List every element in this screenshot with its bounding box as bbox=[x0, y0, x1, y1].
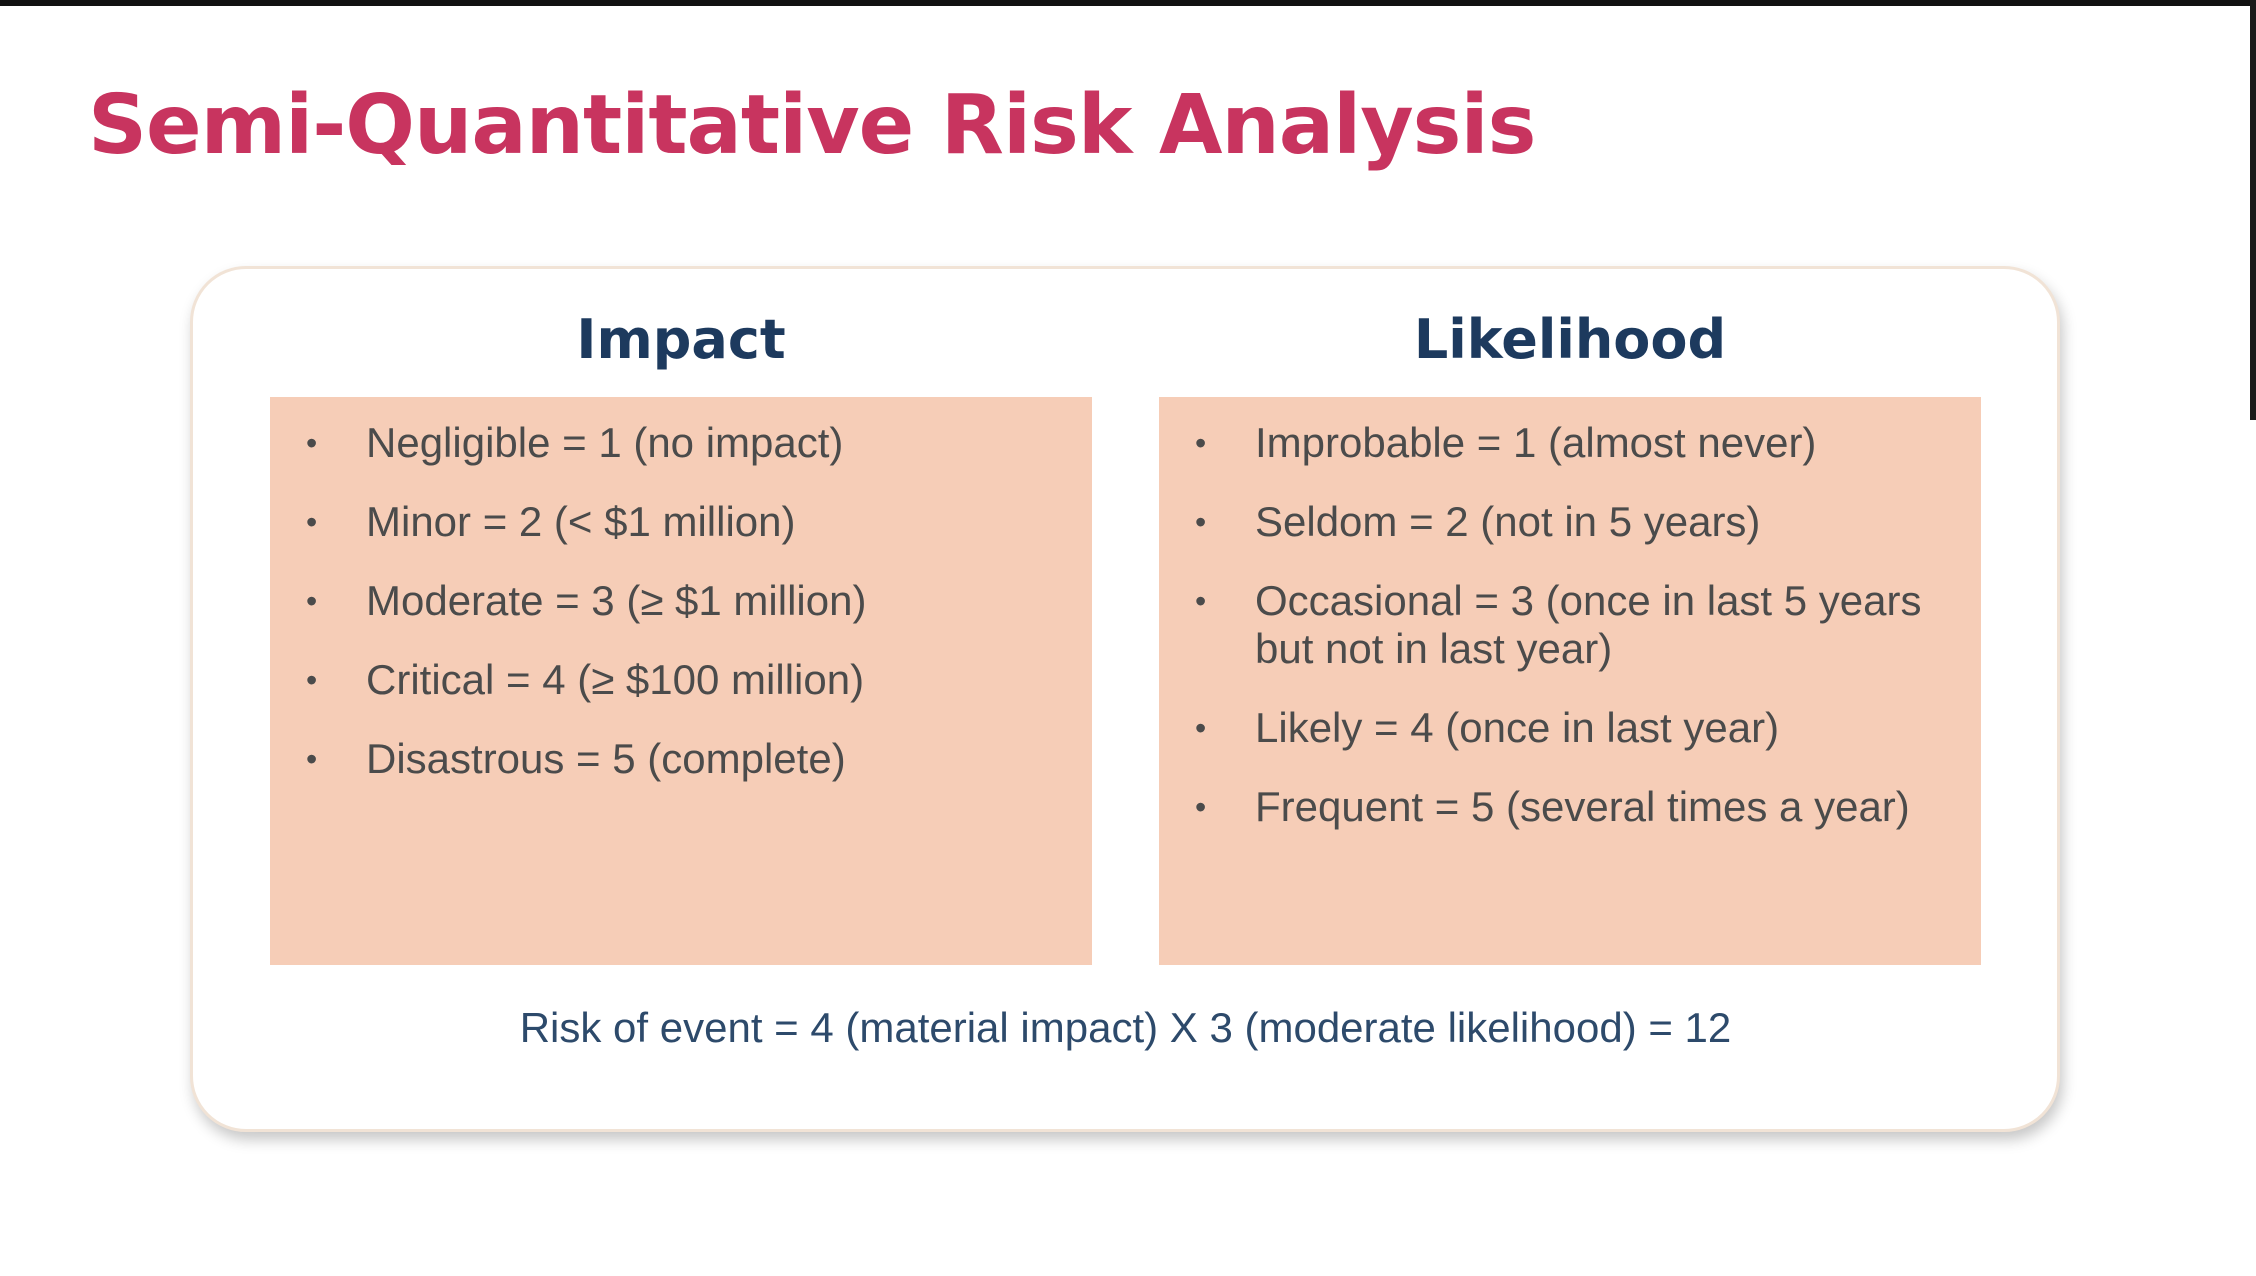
bullet-icon: • bbox=[306, 504, 318, 540]
bullet-icon: • bbox=[306, 425, 318, 461]
impact-item-negligible: • Negligible = 1 (no impact) bbox=[270, 419, 1062, 467]
impact-item-text: Minor = 2 (< $1 million) bbox=[366, 498, 796, 545]
bullet-icon: • bbox=[1195, 710, 1207, 746]
impact-item-text: Critical = 4 (≥ $100 million) bbox=[366, 656, 865, 703]
impact-heading: Impact bbox=[576, 308, 786, 371]
impact-panel: • Negligible = 1 (no impact) • Minor = 2 (… bbox=[270, 397, 1092, 965]
likelihood-list: • Improbable = 1 (almost never) • Seldom =… bbox=[1159, 419, 1951, 831]
bullet-icon: • bbox=[1195, 583, 1207, 619]
risk-formula: Risk of event = 4 (material impact) X 3 … bbox=[519, 1004, 1732, 1051]
impact-item-critical: • Critical = 4 (≥ $100 million) bbox=[270, 656, 1062, 704]
impact-item-disastrous: • Disastrous = 5 (complete) bbox=[270, 735, 1062, 783]
likelihood-item-text: Frequent = 5 (several times a year) bbox=[1255, 783, 1910, 830]
likelihood-item-likely: • Likely = 4 (once in last year) bbox=[1159, 704, 1951, 752]
impact-item-minor: • Minor = 2 (< $1 million) bbox=[270, 498, 1062, 546]
bullet-icon: • bbox=[306, 583, 318, 619]
likelihood-heading: Likelihood bbox=[1413, 308, 1727, 371]
window-right-edge bbox=[2250, 0, 2256, 420]
likelihood-item-text: Improbable = 1 (almost never) bbox=[1255, 419, 1817, 466]
impact-item-text: Moderate = 3 (≥ $1 million) bbox=[366, 577, 867, 624]
likelihood-item-frequent: • Frequent = 5 (several times a year) bbox=[1159, 783, 1951, 831]
likelihood-item-text: Seldom = 2 (not in 5 years) bbox=[1255, 498, 1761, 545]
likelihood-item-text: Occasional = 3 (once in last 5 years but… bbox=[1255, 577, 1922, 672]
likelihood-item-occasional: • Occasional = 3 (once in last 5 years bu… bbox=[1159, 577, 1951, 673]
bullet-icon: • bbox=[1195, 425, 1207, 461]
bullet-icon: • bbox=[1195, 789, 1207, 825]
impact-item-text: Disastrous = 5 (complete) bbox=[366, 735, 846, 782]
likelihood-item-text: Likely = 4 (once in last year) bbox=[1255, 704, 1780, 751]
impact-item-text: Negligible = 1 (no impact) bbox=[366, 419, 844, 466]
bullet-icon: • bbox=[306, 662, 318, 698]
impact-list: • Negligible = 1 (no impact) • Minor = 2 (… bbox=[270, 419, 1062, 783]
likelihood-panel: • Improbable = 1 (almost never) • Seldom =… bbox=[1159, 397, 1981, 965]
likelihood-item-improbable: • Improbable = 1 (almost never) bbox=[1159, 419, 1951, 467]
slide-title: Semi-Quantitative Risk Analysis bbox=[88, 78, 1536, 173]
likelihood-item-seldom: • Seldom = 2 (not in 5 years) bbox=[1159, 498, 1951, 546]
window-top-bar bbox=[0, 0, 2256, 6]
bullet-icon: • bbox=[306, 741, 318, 777]
bullet-icon: • bbox=[1195, 504, 1207, 540]
impact-item-moderate: • Moderate = 3 (≥ $1 million) bbox=[270, 577, 1062, 625]
